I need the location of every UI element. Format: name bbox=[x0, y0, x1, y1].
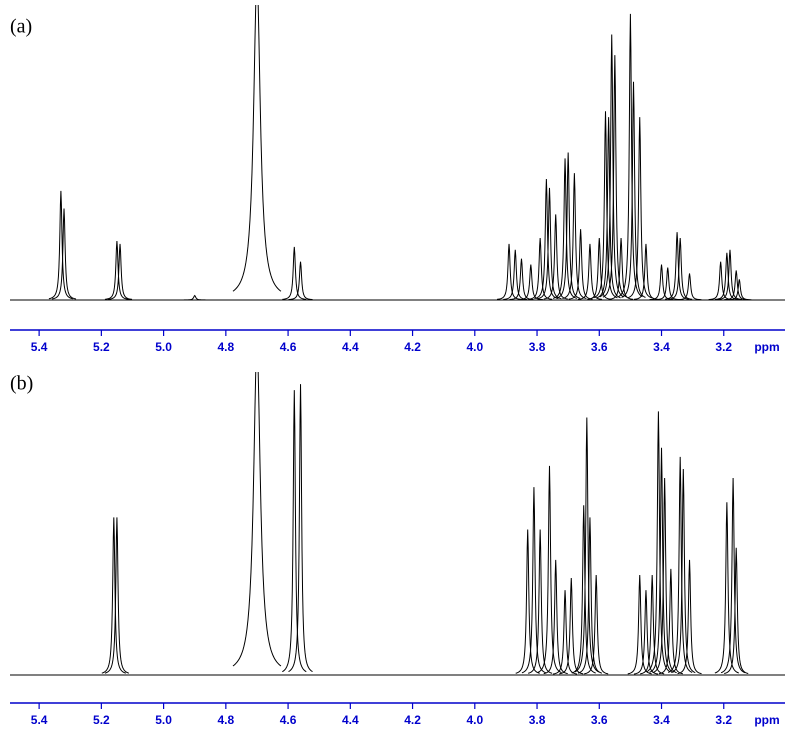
peak bbox=[640, 574, 665, 675]
peak bbox=[574, 417, 600, 673]
peak bbox=[537, 465, 562, 674]
peak bbox=[677, 559, 702, 675]
peak bbox=[649, 264, 674, 301]
x-tick-label: 4.6 bbox=[280, 713, 297, 727]
peak bbox=[717, 249, 743, 300]
x-tick-label: 4.0 bbox=[466, 713, 483, 727]
peak bbox=[609, 238, 634, 300]
peak bbox=[518, 264, 543, 301]
peak bbox=[652, 478, 677, 674]
x-tick-label: 5.4 bbox=[31, 713, 48, 727]
x-tick-label: 4.8 bbox=[217, 713, 234, 727]
peak bbox=[577, 517, 603, 674]
spectrum bbox=[10, 372, 785, 676]
peak bbox=[671, 468, 696, 674]
x-tick-label: 4.4 bbox=[342, 713, 359, 727]
peak bbox=[571, 505, 596, 674]
peak bbox=[627, 117, 652, 299]
peak bbox=[658, 568, 683, 675]
peak bbox=[568, 229, 593, 300]
peak bbox=[534, 179, 559, 300]
peak bbox=[593, 111, 618, 299]
peak bbox=[528, 238, 553, 300]
peak bbox=[552, 158, 578, 299]
peak bbox=[282, 390, 307, 673]
peak bbox=[720, 478, 746, 674]
x-tick-label: 4.0 bbox=[466, 340, 483, 354]
x-tick-label: 4.2 bbox=[404, 340, 421, 354]
peak bbox=[587, 238, 612, 300]
peak bbox=[101, 517, 126, 674]
spectrum bbox=[10, 5, 785, 301]
peak bbox=[646, 411, 671, 673]
peak bbox=[724, 547, 749, 675]
x-tick-label: 4.8 bbox=[217, 340, 234, 354]
x-tick-label: 4.2 bbox=[404, 713, 421, 727]
peak bbox=[515, 529, 540, 674]
peak bbox=[621, 81, 646, 298]
peak bbox=[727, 279, 752, 301]
x-tick-label: 3.8 bbox=[529, 713, 546, 727]
panel-label: (b) bbox=[10, 373, 33, 395]
x-tick-label: 4.4 bbox=[342, 340, 359, 354]
x-tick-label: 3.2 bbox=[715, 340, 732, 354]
peak bbox=[288, 384, 313, 673]
x-axis-label: ppm bbox=[754, 713, 779, 727]
x-tick-label: 4.6 bbox=[280, 340, 297, 354]
peak bbox=[677, 273, 702, 301]
peak bbox=[232, 372, 282, 667]
x-tick-label: 3.6 bbox=[591, 713, 608, 727]
peak bbox=[107, 243, 133, 300]
x-tick-label: 3.4 bbox=[653, 340, 670, 354]
x-tick-label: 5.0 bbox=[155, 340, 172, 354]
peak bbox=[667, 456, 693, 673]
peak bbox=[668, 238, 693, 300]
peak bbox=[633, 590, 659, 675]
peak bbox=[556, 152, 581, 299]
peak bbox=[288, 261, 313, 301]
peak bbox=[577, 243, 602, 300]
x-tick-label: 3.2 bbox=[715, 713, 732, 727]
x-tick-label: 3.8 bbox=[529, 340, 546, 354]
x-tick-label: 3.4 bbox=[653, 713, 670, 727]
peak bbox=[655, 267, 680, 301]
peak bbox=[627, 574, 652, 675]
x-tick-label: 5.2 bbox=[93, 713, 110, 727]
peak bbox=[51, 208, 77, 300]
peak bbox=[714, 502, 740, 674]
x-axis-label: ppm bbox=[754, 340, 779, 354]
peak bbox=[521, 487, 547, 674]
peak bbox=[104, 517, 130, 674]
x-tick-label: 5.0 bbox=[155, 713, 172, 727]
panel-label: (a) bbox=[10, 16, 32, 38]
peak bbox=[182, 294, 207, 301]
x-tick-label: 5.4 bbox=[31, 340, 48, 354]
peak bbox=[282, 246, 307, 300]
peak bbox=[537, 187, 562, 300]
peak bbox=[584, 574, 609, 675]
peak bbox=[602, 55, 628, 298]
x-tick-label: 3.6 bbox=[591, 340, 608, 354]
peak bbox=[48, 190, 74, 300]
peak bbox=[496, 243, 522, 300]
peak bbox=[232, 5, 282, 292]
x-tick-label: 5.2 bbox=[93, 340, 110, 354]
peak bbox=[104, 240, 129, 300]
peak bbox=[618, 13, 643, 298]
peak bbox=[562, 173, 587, 300]
peak bbox=[599, 34, 624, 298]
peak bbox=[649, 447, 674, 673]
